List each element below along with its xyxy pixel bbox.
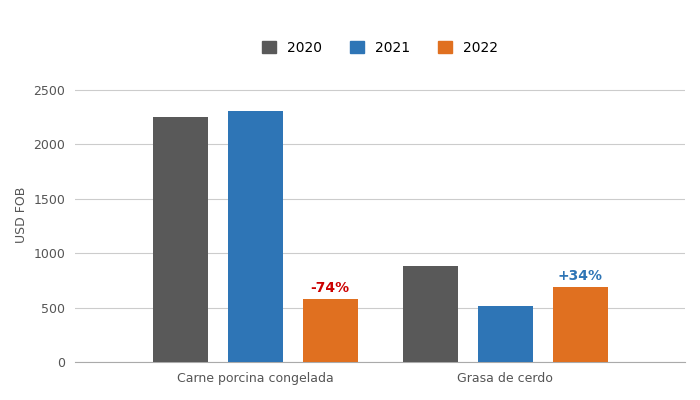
Bar: [402, 266, 458, 362]
Text: +34%: +34%: [557, 269, 603, 283]
Bar: [477, 306, 533, 362]
Bar: [153, 117, 208, 362]
Bar: [302, 299, 358, 362]
Bar: [552, 287, 608, 362]
Text: -74%: -74%: [311, 281, 350, 295]
Legend: 2020, 2021, 2022: 2020, 2021, 2022: [258, 37, 502, 59]
Bar: [228, 110, 283, 362]
Y-axis label: USD FOB: USD FOB: [15, 187, 28, 243]
